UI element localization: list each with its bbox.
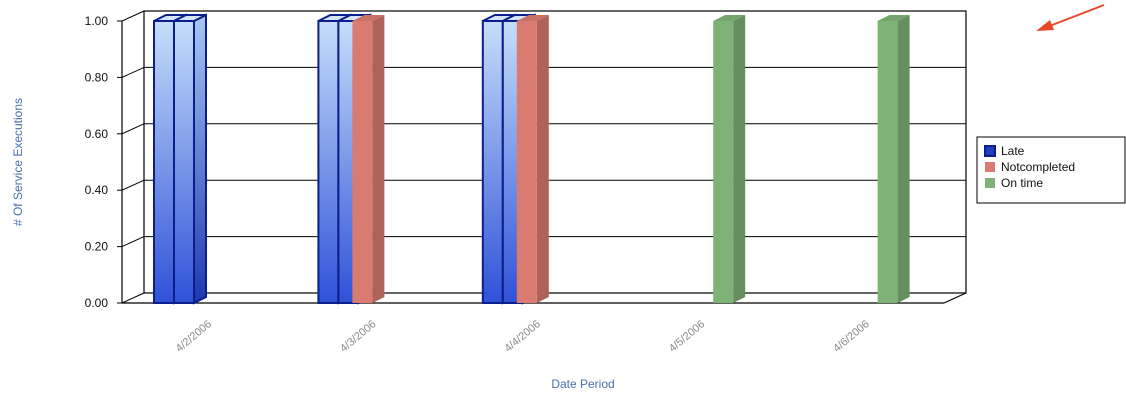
legend: Late Notcompleted On time bbox=[976, 136, 1126, 204]
x-tick-label: 4/4/2006 bbox=[502, 318, 543, 355]
legend-label: Notcompleted bbox=[1001, 160, 1075, 174]
legend-swatch bbox=[985, 178, 995, 188]
y-axis-title: # Of Service Executions bbox=[11, 98, 25, 226]
bar-top bbox=[713, 15, 746, 21]
gridline-side bbox=[121, 123, 145, 135]
bar-front bbox=[516, 21, 537, 303]
legend-label: On time bbox=[1001, 176, 1043, 190]
bar-late bbox=[173, 13, 207, 305]
bar-top bbox=[352, 15, 385, 21]
y-tick-label: 0.60 bbox=[85, 127, 109, 141]
y-tick-label: 0.00 bbox=[85, 296, 109, 310]
bar-on-time bbox=[877, 15, 910, 303]
bar-front bbox=[317, 20, 340, 304]
floor-edge bbox=[943, 292, 967, 304]
x-tick-label: 4/3/2006 bbox=[338, 318, 379, 355]
y-tick-label: 0.40 bbox=[85, 183, 109, 197]
gridline-side bbox=[121, 292, 145, 304]
x-axis-title: Date Period bbox=[551, 377, 614, 391]
bar-front bbox=[713, 21, 734, 303]
bar-front bbox=[153, 20, 175, 304]
x-tick-label: 4/5/2006 bbox=[667, 318, 708, 355]
legend-swatch bbox=[985, 162, 995, 172]
legend-box bbox=[976, 136, 1126, 204]
arrow-shaft bbox=[1046, 4, 1105, 28]
gridline-side bbox=[121, 236, 145, 248]
bar-front bbox=[173, 20, 195, 304]
bar-side bbox=[193, 13, 207, 305]
plot-area bbox=[121, 10, 967, 304]
gridline-side bbox=[121, 179, 145, 191]
y-tick-label: 0.80 bbox=[85, 70, 109, 84]
plot-back-wall bbox=[143, 10, 967, 294]
annotation-arrow bbox=[1036, 4, 1105, 31]
bar-top bbox=[516, 15, 549, 21]
bars bbox=[153, 13, 910, 305]
y-tick-label: 0.20 bbox=[85, 240, 109, 254]
gridline-side bbox=[121, 66, 145, 78]
bar-side bbox=[372, 15, 385, 303]
bar-top bbox=[173, 14, 207, 22]
bar-notcompleted bbox=[516, 15, 549, 303]
bar-top bbox=[877, 15, 910, 21]
bar-front bbox=[352, 21, 373, 303]
x-tick-label: 4/6/2006 bbox=[831, 318, 872, 355]
bar-front bbox=[877, 21, 898, 303]
y-axis-ticks: 0.00 0.20 0.40 0.60 0.80 1.00 bbox=[85, 14, 122, 310]
gridline-side bbox=[121, 10, 145, 22]
y-tick-label: 1.00 bbox=[85, 14, 109, 28]
legend-swatch bbox=[984, 145, 996, 157]
bar-side bbox=[536, 15, 549, 303]
bar-side bbox=[733, 15, 746, 303]
bar-front bbox=[481, 20, 504, 304]
arrow-head bbox=[1036, 20, 1054, 31]
bar-side bbox=[897, 15, 910, 303]
x-axis-ticks: 4/2/2006 4/3/2006 4/4/2006 4/5/2006 4/6/2006 bbox=[174, 318, 872, 355]
bar-notcompleted bbox=[352, 15, 385, 303]
bar-on-time bbox=[713, 15, 746, 303]
legend-label: Late bbox=[1001, 144, 1025, 158]
x-tick-label: 4/2/2006 bbox=[174, 318, 215, 355]
